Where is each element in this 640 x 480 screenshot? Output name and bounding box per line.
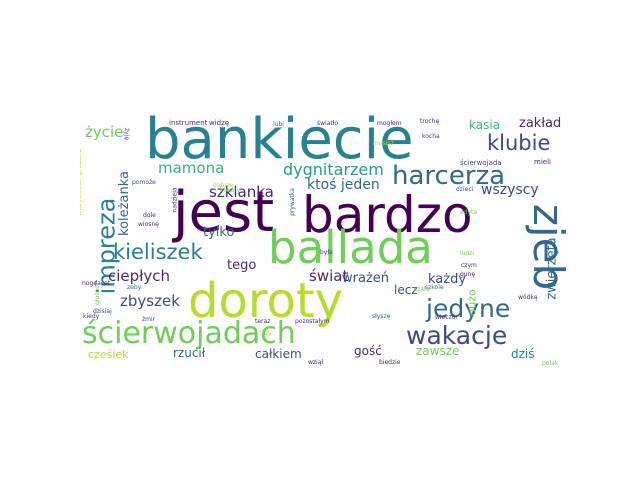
word: koleżanka xyxy=(116,171,132,236)
word: była xyxy=(320,249,333,256)
word: światło xyxy=(317,120,339,127)
word: wszyscy xyxy=(481,182,539,198)
word: ścierwojadach xyxy=(82,316,296,351)
word: ludzi xyxy=(460,250,475,257)
word: szklanka xyxy=(209,183,274,201)
word: zakład xyxy=(519,116,562,131)
word: gunę xyxy=(460,271,476,278)
word: harcerza xyxy=(392,161,506,191)
word: prywatka xyxy=(288,188,296,216)
word: jest xyxy=(173,180,275,245)
word: dziś xyxy=(511,347,535,361)
word: edyta xyxy=(460,209,478,216)
word: kiedy xyxy=(83,313,100,320)
word: tego xyxy=(227,258,257,273)
word: wziął xyxy=(308,359,324,366)
word: biedny xyxy=(220,187,241,194)
word: wszystkich grabarz xyxy=(80,149,83,216)
word: klubie xyxy=(487,131,551,155)
word: cześiek xyxy=(88,348,129,361)
word: ballada xyxy=(268,221,433,274)
word: tylko xyxy=(203,225,235,240)
word: wieczór xyxy=(435,314,458,321)
word: dygnitarzem xyxy=(283,160,384,179)
word: dzisiaj xyxy=(93,308,112,315)
word: trochę xyxy=(420,118,440,125)
word: mamona xyxy=(158,159,225,177)
word: szkole xyxy=(425,284,444,291)
word: lecz xyxy=(394,283,418,297)
word: każdy xyxy=(428,272,467,287)
word-cloud: bankiecie jest bardzo ballada doroty zje… xyxy=(80,109,580,371)
word: nadzieja xyxy=(171,187,179,213)
word: polak xyxy=(542,360,559,367)
word: lubi xyxy=(273,121,284,128)
word: teraz xyxy=(255,318,271,325)
word: kieliszek xyxy=(113,240,203,264)
word: wódkę xyxy=(518,294,538,301)
word: życie xyxy=(85,123,124,141)
word: słyszę xyxy=(372,313,391,320)
word: zawsze xyxy=(416,344,460,358)
word: głośno xyxy=(93,285,101,305)
word: zeby xyxy=(127,284,142,291)
word: kocha xyxy=(422,133,440,140)
word: ciepłych xyxy=(108,267,171,285)
word: ktoś jeden xyxy=(307,177,380,193)
word: musisz xyxy=(373,140,394,147)
word: bankiecie xyxy=(145,109,414,172)
word: żyję xyxy=(123,127,131,141)
word: wrażeń xyxy=(342,271,390,286)
word: rzucił xyxy=(173,346,206,360)
word: trzy xyxy=(260,330,272,337)
word: kasia xyxy=(469,118,501,132)
word: dużo xyxy=(465,289,479,316)
word: ścierwojada xyxy=(460,159,502,167)
word: bardzo xyxy=(302,186,473,244)
word: dzieci xyxy=(456,186,474,193)
word: wiosnę xyxy=(138,221,159,228)
word: zbyszek xyxy=(120,292,180,310)
word: pozostałym xyxy=(295,318,330,325)
word: wakacje xyxy=(406,321,508,350)
word: widzę xyxy=(209,119,230,127)
word: żmir xyxy=(142,316,156,323)
word: dole xyxy=(143,212,156,219)
word: nogę xyxy=(82,280,97,287)
word: szafę xyxy=(414,286,430,293)
word: dobrze xyxy=(213,182,234,189)
word: mogłem xyxy=(377,120,402,127)
word: doroty xyxy=(188,273,344,329)
word: mieli xyxy=(534,158,551,166)
word: biedzie xyxy=(379,359,401,366)
word: zwierzęta xyxy=(544,237,560,300)
word: instrument xyxy=(169,119,208,127)
word: pomoże xyxy=(132,179,156,186)
word: gość xyxy=(354,344,382,358)
word: całkiem xyxy=(255,347,302,361)
word: facet xyxy=(95,280,111,287)
word: świat xyxy=(309,267,349,285)
word: czym xyxy=(461,262,477,269)
word: jedyne xyxy=(426,294,511,323)
